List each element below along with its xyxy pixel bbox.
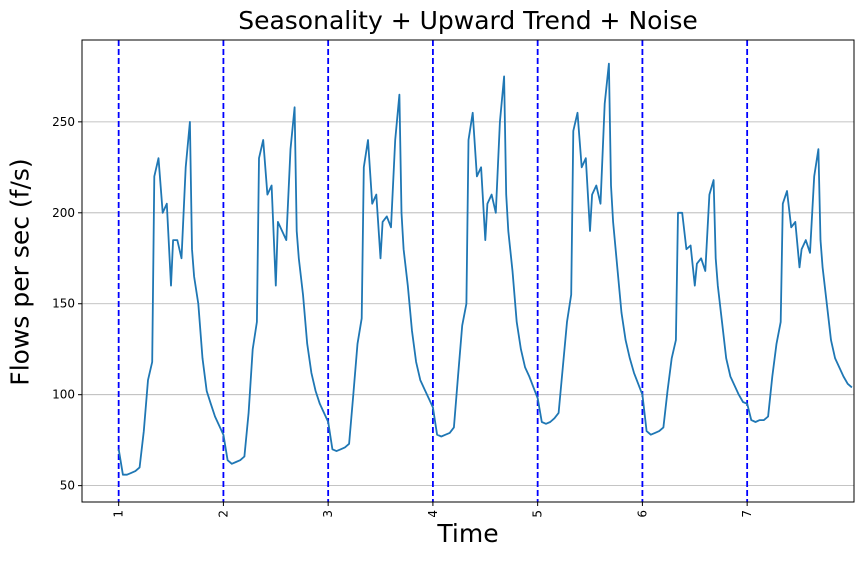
x-axis: 1 2 3 4 5 6 7 xyxy=(112,502,754,518)
y-tick-label: 150 xyxy=(52,297,75,311)
x-tick-label: 3 xyxy=(321,510,335,518)
x-tick-label: 2 xyxy=(216,510,230,518)
x-axis-label: Time xyxy=(437,519,499,548)
y-tick-label: 250 xyxy=(52,115,75,129)
chart-title: Seasonality + Upward Trend + Noise xyxy=(238,6,698,35)
x-tick-label: 1 xyxy=(112,510,126,518)
series-line xyxy=(117,62,853,476)
x-tick-label: 7 xyxy=(740,510,754,518)
y-tick-label: 200 xyxy=(52,206,75,220)
y-axis-label: Flows per sec (f/s) xyxy=(5,158,35,386)
plot-frame xyxy=(81,39,855,503)
series-layer xyxy=(117,62,853,476)
y-tick-label: 100 xyxy=(52,388,75,402)
x-tick-label: 6 xyxy=(635,510,649,518)
y-axis: 50 100 150 200 250 xyxy=(52,115,82,493)
x-tick-label: 5 xyxy=(531,510,545,518)
y-tick-label: 50 xyxy=(60,479,75,493)
gridlines xyxy=(82,121,854,487)
period-markers xyxy=(117,40,749,502)
x-tick-label: 4 xyxy=(426,510,440,518)
plot-area xyxy=(82,40,854,502)
